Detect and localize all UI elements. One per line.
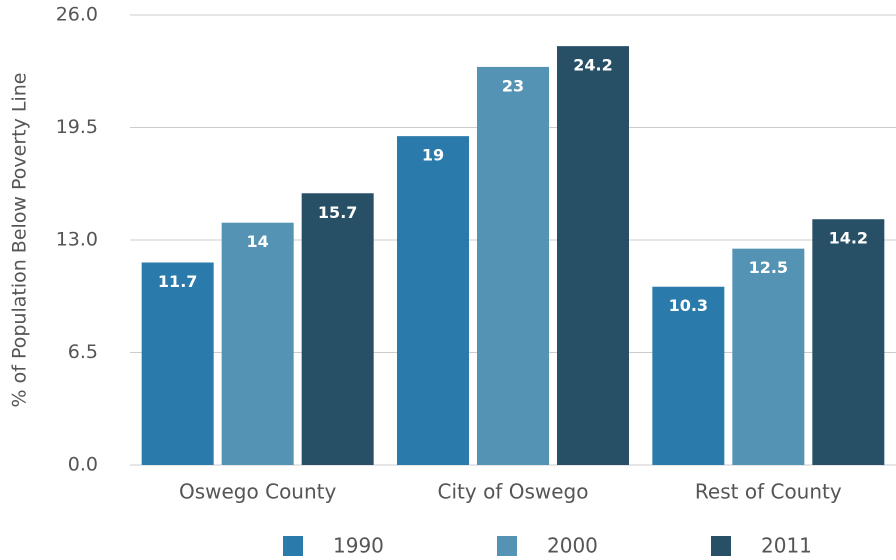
value-label: 24.2 (573, 56, 612, 75)
value-label: 12.5 (749, 258, 788, 277)
legend-label: 2000 (547, 534, 598, 557)
x-tick-label: Oswego County (179, 480, 337, 504)
x-tick-label: City of Oswego (438, 480, 589, 504)
y-tick-label: 26.0 (56, 4, 98, 26)
y-tick-label: 6.5 (68, 341, 98, 363)
bar (221, 222, 294, 465)
y-tick-label: 0.0 (68, 454, 98, 476)
value-label: 23 (502, 76, 524, 95)
value-label: 11.7 (158, 272, 197, 291)
legend-swatch (711, 536, 731, 556)
bar (732, 248, 805, 465)
legend-swatch (497, 536, 517, 556)
value-label: 14 (247, 232, 269, 251)
y-tick-label: 19.5 (56, 116, 98, 138)
y-tick-label: 13.0 (56, 229, 98, 251)
bar (652, 286, 725, 465)
bar (557, 46, 629, 466)
legend-label: 1990 (333, 534, 384, 557)
bar (301, 193, 374, 465)
legend-label: 2011 (761, 534, 812, 557)
legend-swatch (283, 536, 303, 556)
value-label: 10.3 (669, 296, 708, 315)
y-axis-title: % of Population Below Poverty Line (9, 73, 31, 408)
bar (397, 136, 469, 465)
value-label: 19 (422, 146, 444, 165)
bar (141, 262, 214, 465)
value-label: 15.7 (318, 203, 357, 222)
bar (477, 66, 549, 465)
value-label: 14.2 (829, 229, 868, 248)
bar (812, 219, 885, 465)
x-tick-label: Rest of County (695, 480, 842, 504)
